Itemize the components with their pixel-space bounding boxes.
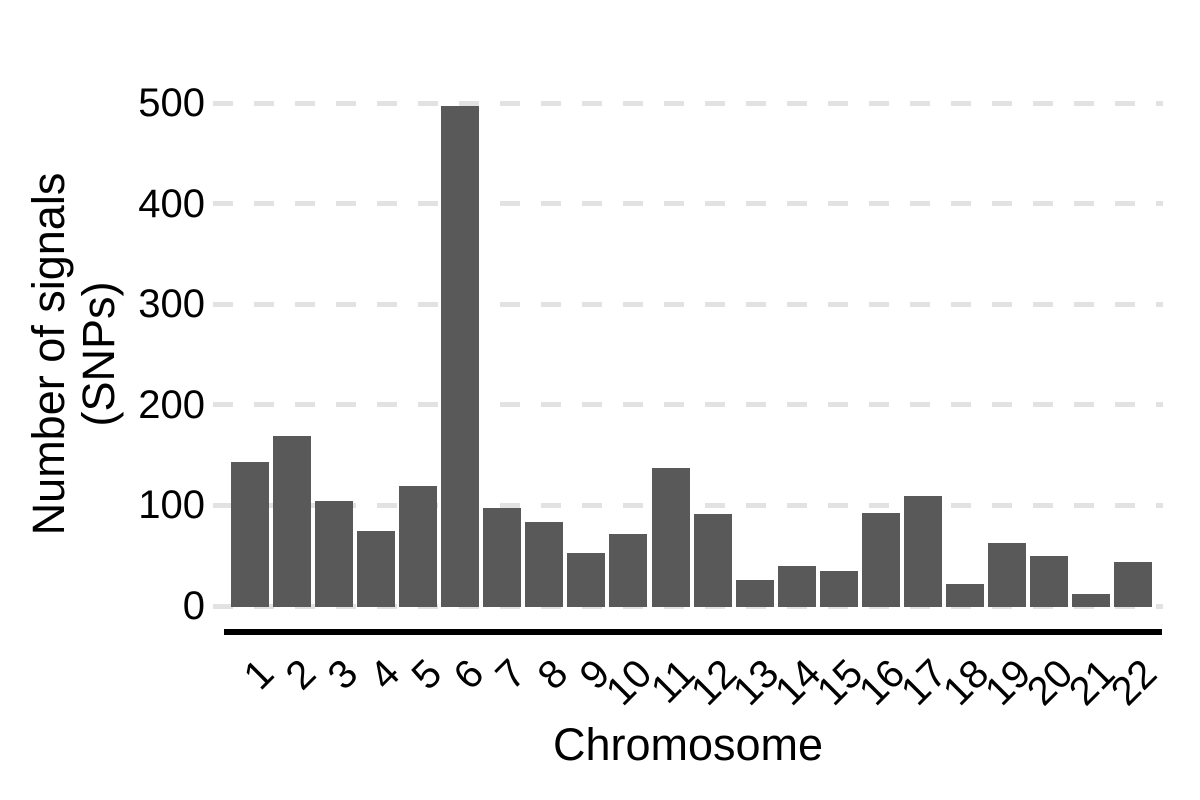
- gridline-y-300: [213, 301, 1163, 307]
- bar-chr-6: [441, 106, 480, 607]
- y-tick-label: 0: [182, 584, 205, 628]
- y-tick-label: 300: [138, 282, 205, 327]
- bar-chr-9: [567, 552, 606, 607]
- bar-chr-10: [609, 533, 648, 607]
- y-tick-label: 400: [138, 181, 205, 226]
- bar-chr-11: [651, 468, 690, 607]
- bar-chr-21: [1072, 593, 1110, 607]
- bar-chr-4: [357, 530, 396, 607]
- bar-chr-16: [861, 513, 900, 607]
- bar-chr-7: [483, 508, 522, 607]
- bar-chr-20: [1029, 555, 1068, 607]
- bar-chr-18: [945, 583, 984, 607]
- bar-chr-19: [987, 542, 1026, 607]
- bar-chr-22: [1114, 561, 1153, 607]
- gridline-y-200: [213, 402, 1163, 408]
- bar-chr-1: [231, 462, 269, 607]
- y-tick-label: 200: [138, 382, 205, 427]
- x-axis-title: Chromosome: [552, 719, 824, 770]
- bar-chr-3: [315, 501, 354, 607]
- bar-chr-12: [693, 514, 732, 607]
- bar-chr-15: [819, 570, 858, 607]
- y-tick-label: 500: [138, 81, 205, 125]
- bar-chr-17: [903, 496, 942, 607]
- y-tick-label: 100: [138, 483, 205, 528]
- x-axis-line: [224, 629, 1162, 635]
- bar-chr-14: [777, 565, 816, 607]
- gridline-y-500: [213, 100, 1163, 106]
- bar-chr-5: [399, 486, 438, 607]
- bar-chr-2: [273, 435, 312, 607]
- bar-chr-8: [525, 522, 564, 607]
- gridline-y-400: [213, 201, 1163, 207]
- bar-chr-13: [735, 579, 774, 607]
